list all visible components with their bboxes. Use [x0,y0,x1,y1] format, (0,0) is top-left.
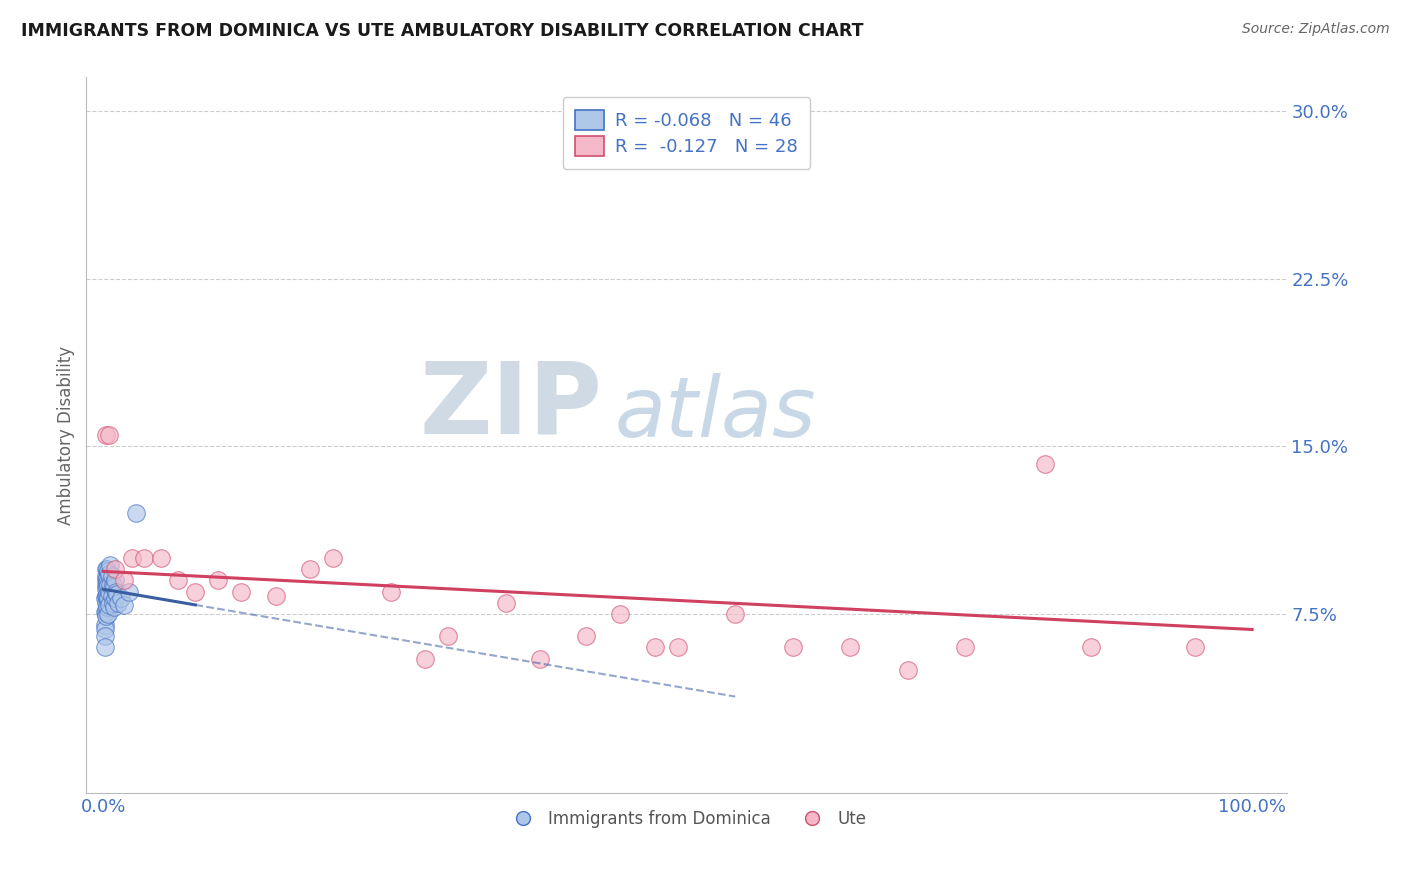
Point [104,591,127,606]
Point [100,578,122,592]
Point [1184,640,1206,655]
Point [118,584,141,599]
Point [96,587,118,601]
Point [94,589,117,603]
Point [100,569,122,583]
Point [724,607,747,621]
Point [1080,640,1102,655]
Point [953,640,976,655]
Point [125,506,148,520]
Point [839,640,862,655]
Point [896,663,918,677]
Point [644,640,666,655]
Point [110,591,132,606]
Point [94,569,117,583]
Point [96,562,118,576]
Point [575,629,598,643]
Point [100,589,122,603]
Point [93,591,115,606]
Point [94,582,117,597]
Point [105,587,128,601]
Point [97,565,120,579]
Legend: Immigrants from Dominica, Ute: Immigrants from Dominica, Ute [499,803,873,834]
Point [264,589,287,603]
Point [96,580,118,594]
Point [94,609,117,624]
Point [98,566,121,581]
Point [112,574,135,588]
Point [121,551,143,566]
Point [94,574,117,588]
Point [413,651,436,665]
Point [103,600,125,615]
Point [94,562,117,576]
Point [1035,457,1057,471]
Point [666,640,689,655]
Point [437,629,460,643]
Text: ZIP: ZIP [419,358,602,455]
Point [94,596,117,610]
Point [93,618,115,632]
Point [609,607,631,621]
Text: IMMIGRANTS FROM DOMINICA VS UTE AMBULATORY DISABILITY CORRELATION CHART: IMMIGRANTS FROM DOMINICA VS UTE AMBULATO… [21,22,863,40]
Point [495,596,517,610]
Point [101,578,124,592]
Point [100,558,122,572]
Point [207,574,229,588]
Point [103,580,125,594]
Text: Source: ZipAtlas.com: Source: ZipAtlas.com [1241,22,1389,37]
Point [97,607,120,621]
Point [96,600,118,615]
Point [98,584,121,599]
Point [94,578,117,592]
Text: atlas: atlas [614,373,815,454]
Point [96,571,118,585]
Point [98,598,121,612]
Point [93,629,115,643]
Point [231,584,253,599]
Point [93,623,115,637]
Point [104,562,127,576]
Point [299,562,322,576]
Point [149,551,172,566]
Point [782,640,804,655]
Point [184,584,207,599]
Point [112,598,135,612]
Point [97,591,120,606]
Point [107,596,129,610]
Point [96,591,118,606]
Point [167,574,190,588]
Point [132,551,155,566]
Point [96,575,118,590]
Point [94,428,117,442]
Point [380,584,402,599]
Point [104,574,127,588]
Point [529,651,551,665]
Point [105,584,128,599]
Point [93,605,115,619]
Point [98,428,121,442]
Point [94,605,117,619]
Point [97,578,120,592]
Point [322,551,344,566]
Y-axis label: Ambulatory Disability: Ambulatory Disability [58,345,75,524]
Point [101,596,124,610]
Point [93,640,115,655]
